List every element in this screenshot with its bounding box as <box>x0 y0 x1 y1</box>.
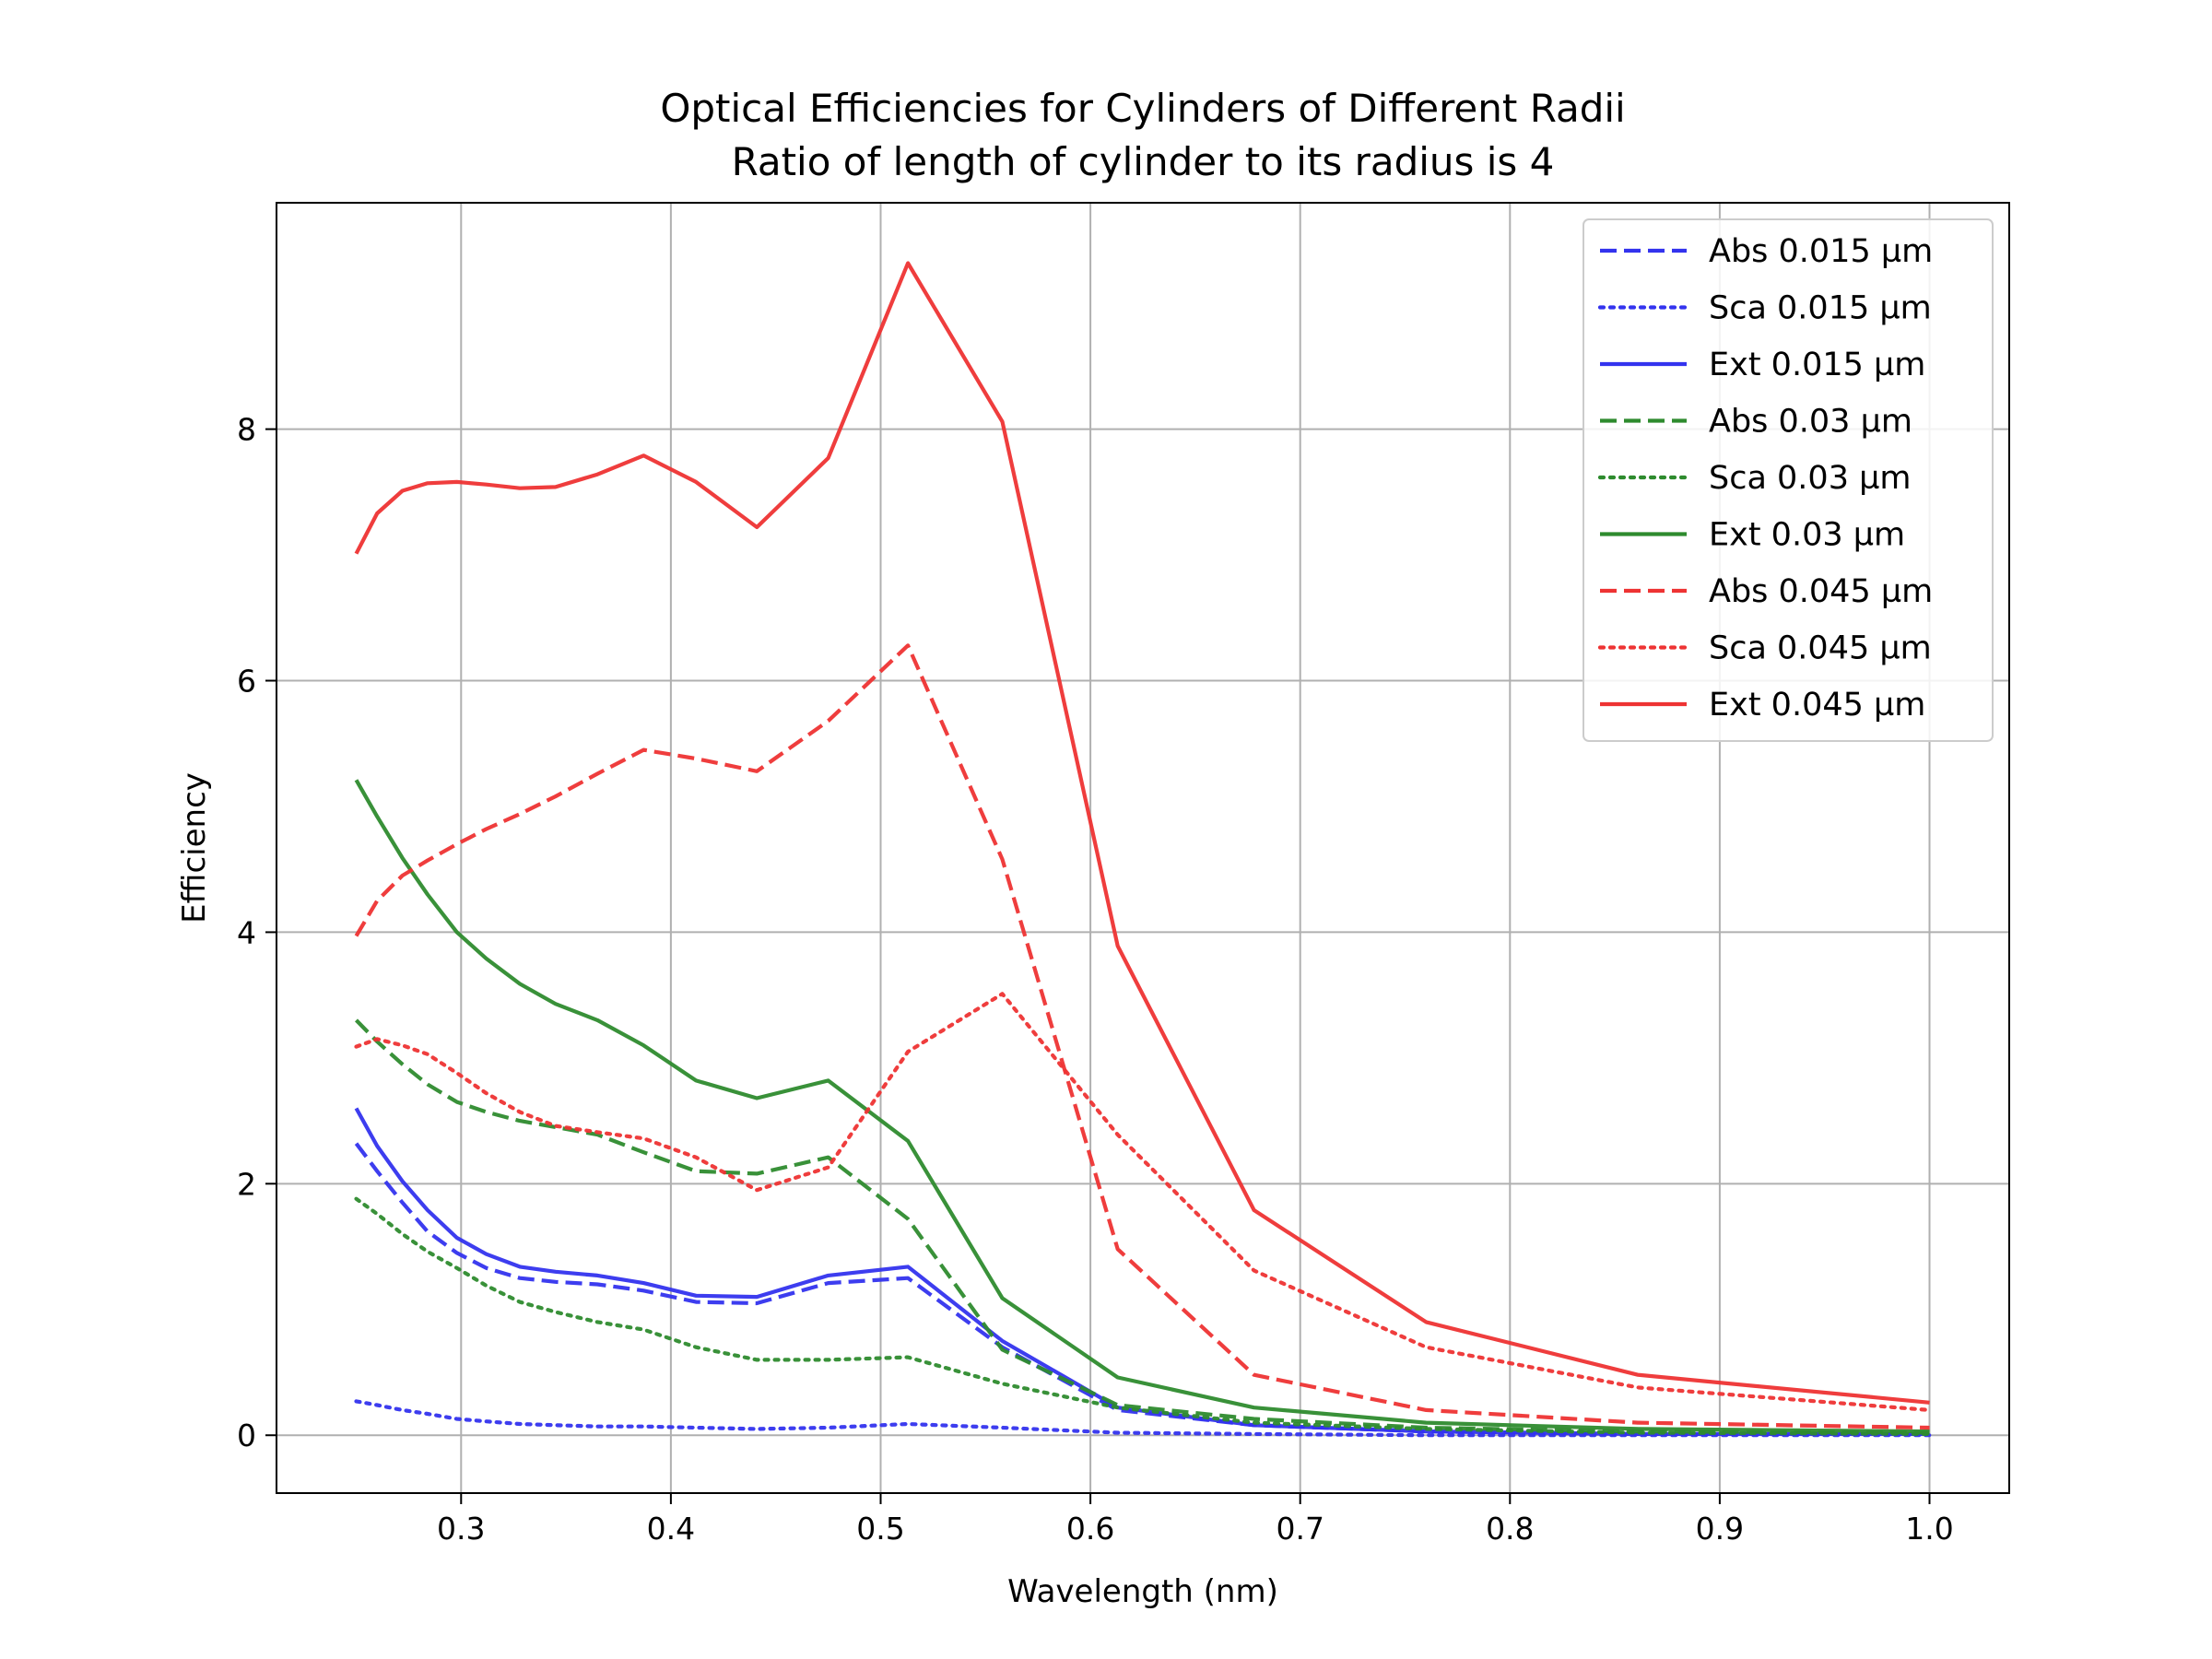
x-tick-label: 0.6 <box>1066 1511 1114 1547</box>
y-ticks: 0 2 4 6 8 <box>237 412 276 1453</box>
y-tick-label: 0 <box>237 1418 256 1453</box>
series-line <box>354 261 1930 1405</box>
series-line <box>354 992 1932 1413</box>
x-tick-label: 0.4 <box>647 1511 695 1547</box>
legend-entry: Abs 0.03 µm <box>1709 404 1912 441</box>
y-tick-label: 8 <box>237 412 256 448</box>
plot-lines <box>354 261 1932 1438</box>
y-tick-label: 4 <box>237 914 256 950</box>
plot-frame <box>276 202 2010 1494</box>
x-tick-label: 0.7 <box>1276 1511 1324 1547</box>
legend-entry: Ext 0.045 µm <box>1709 687 1925 724</box>
series-line <box>354 1399 1932 1438</box>
y-axis-label: Efficiency <box>176 772 213 924</box>
legend-entry: Ext 0.015 µm <box>1709 347 1925 383</box>
series-line <box>354 1196 1932 1437</box>
legend-frame <box>1583 218 1994 742</box>
series-line <box>354 643 1930 1430</box>
series-line <box>354 1018 1930 1435</box>
legend-entry: Sca 0.03 µm <box>1709 460 1911 497</box>
legend-entry: Abs 0.015 µm <box>1709 233 1933 270</box>
x-tick-label: 0.3 <box>437 1511 485 1547</box>
legend-entry: Sca 0.045 µm <box>1709 630 1932 667</box>
legend: Abs 0.015 µm Sca 0.015 µm Ext 0.015 µm Abs … <box>1583 218 1994 742</box>
x-tick-label: 0.5 <box>856 1511 904 1547</box>
series-line <box>354 1107 1930 1437</box>
x-axis-label: Wavelength (nm) <box>1007 1573 1278 1610</box>
series-line <box>354 779 1930 1434</box>
y-tick-label: 2 <box>237 1166 256 1202</box>
legend-entry: Ext 0.03 µm <box>1709 517 1905 554</box>
chart-subtitle: Ratio of length of cylinder to its radiu… <box>732 139 1555 184</box>
chart-title: Optical Efficiencies for Cylinders of Di… <box>660 86 1625 131</box>
x-tick-label: 0.8 <box>1486 1511 1534 1547</box>
y-tick-label: 6 <box>237 664 256 700</box>
x-tick-label: 1.0 <box>1905 1511 1953 1547</box>
x-tick-label: 0.9 <box>1696 1511 1744 1547</box>
legend-entry: Abs 0.045 µm <box>1709 573 1933 610</box>
legend-entry: Sca 0.015 µm <box>1709 290 1932 327</box>
x-ticks: 0.3 0.4 0.5 0.6 0.7 0.8 0.9 1.0 <box>437 1493 1954 1547</box>
